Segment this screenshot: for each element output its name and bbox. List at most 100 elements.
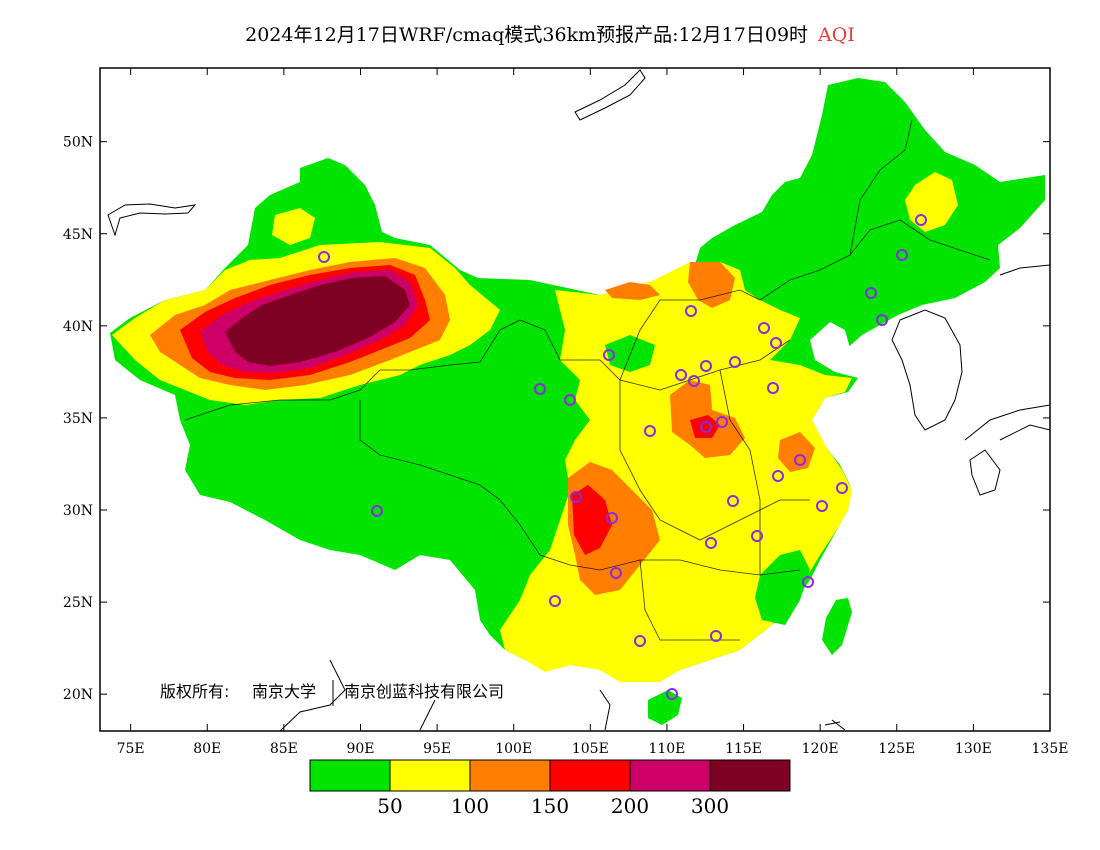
legend-label: 100	[451, 794, 489, 818]
coast-balkhash	[107, 203, 197, 237]
x-tick-label: 80E	[193, 741, 221, 757]
station-marker	[710, 630, 722, 642]
copyright-notice: 版权所有: 南京大学 南京创蓝科技有限公司	[160, 680, 504, 706]
region-good-shanxi	[605, 335, 655, 372]
station-marker	[700, 421, 712, 433]
station-marker	[688, 375, 700, 387]
station-marker	[318, 251, 330, 263]
region-unhealthy-sichuan	[572, 485, 612, 555]
coast-pacific	[824, 719, 846, 731]
border-south-central	[599, 559, 801, 576]
station-marker	[705, 537, 717, 549]
region-moderate-xinjiang-north	[272, 208, 315, 245]
region-usg-anhui	[778, 432, 815, 472]
y-tick-label: 40N	[63, 319, 93, 335]
station-marker	[751, 530, 763, 542]
region-taiwan	[822, 598, 852, 655]
x-tick-label: 120E	[802, 741, 839, 757]
x-tick-label: 75E	[117, 741, 145, 757]
x-tick-label: 125E	[878, 741, 915, 757]
station-marker	[836, 482, 848, 494]
station-marker	[716, 416, 728, 428]
province-borders	[184, 119, 991, 641]
station-marker	[794, 454, 806, 466]
region-usg-north-border	[605, 282, 660, 300]
y-tick-label: 30N	[63, 503, 93, 519]
region-unhealthy-henan	[690, 415, 720, 438]
x-tick-label: 130E	[955, 741, 992, 757]
copyright-org2: 南京创蓝科技有限公司	[344, 682, 504, 701]
station-marker	[729, 356, 741, 368]
station-marker	[758, 322, 770, 334]
sea-bohai	[810, 322, 850, 360]
station-marker	[770, 337, 782, 349]
y-axis: 50N 45N 40N 35N 30N 25N 20N	[63, 135, 1050, 703]
station-marker	[675, 369, 687, 381]
legend-swatch	[549, 759, 631, 792]
x-axis: 75E 80E 85E 90E 95E 100E 105E 110E 115E 120E 125E 1…	[117, 68, 1069, 757]
station-marker	[685, 305, 697, 317]
map-title: 2024年12月17日WRF/cmaq模式36km预报产品:12月17日09时 A…	[0, 20, 1100, 47]
legend-label: 200	[611, 794, 649, 818]
y-tick-label: 35N	[63, 411, 93, 427]
region-good-guangdong	[755, 550, 810, 625]
copyright-org1: 南京大学	[252, 682, 316, 701]
legend-swatch	[469, 759, 551, 792]
region-hazardous-tarim	[225, 276, 410, 366]
station-marker	[606, 512, 618, 524]
coast-vietnam	[279, 659, 611, 731]
title-variable: AQI	[818, 24, 855, 46]
copyright-label: 版权所有:	[160, 682, 229, 701]
border-northeast	[759, 219, 991, 301]
station-marker	[549, 595, 561, 607]
y-tick-label: 20N	[63, 687, 93, 703]
coast-japan	[964, 404, 1050, 496]
station-marker	[570, 491, 582, 503]
station-marker	[896, 249, 908, 261]
station-marker	[727, 495, 739, 507]
x-tick-label: 105E	[572, 741, 609, 757]
region-moderate-northeast	[905, 172, 958, 232]
station-marker	[772, 470, 784, 482]
coastlines	[107, 69, 1050, 731]
station-marker	[371, 505, 383, 517]
border-heilongjiang	[849, 119, 913, 256]
border-sichuan-yunnan	[499, 499, 601, 571]
y-tick-label: 25N	[63, 595, 93, 611]
border-north-central	[619, 380, 810, 541]
map-content	[107, 69, 1050, 731]
station-marker	[865, 287, 877, 299]
coast-lake-baikal	[574, 69, 646, 121]
station-marker	[700, 360, 712, 372]
station-marker	[603, 349, 615, 361]
station-marker	[564, 394, 576, 406]
x-tick-label: 135E	[1032, 741, 1069, 757]
region-usg-innermongolia	[688, 262, 735, 308]
x-tick-label: 90E	[346, 741, 374, 757]
station-marker	[666, 688, 678, 700]
station-markers	[318, 214, 927, 700]
border-tibet-xinjiang	[184, 361, 481, 421]
legend-swatch	[709, 759, 791, 792]
x-tick-label: 95E	[423, 741, 451, 757]
border-tibet-qinghai	[359, 400, 501, 501]
station-marker	[634, 635, 646, 647]
coast-korea	[891, 309, 963, 431]
legend-swatch	[629, 759, 711, 792]
border-central	[560, 339, 791, 391]
x-tick-label: 115E	[725, 741, 762, 757]
x-tick-label: 110E	[648, 741, 685, 757]
x-tick-label: 100E	[495, 741, 532, 757]
y-tick-label: 50N	[63, 135, 93, 151]
border-qinghai-gansu	[479, 319, 561, 363]
coast-russia-east	[999, 264, 1050, 276]
legend-label: 50	[377, 794, 402, 818]
station-marker	[534, 383, 546, 395]
map-frame	[99, 67, 1051, 732]
station-marker	[816, 500, 828, 512]
border-innermongolia	[619, 289, 761, 381]
station-marker	[915, 214, 927, 226]
legend-label: 300	[691, 794, 729, 818]
station-marker	[767, 382, 779, 394]
